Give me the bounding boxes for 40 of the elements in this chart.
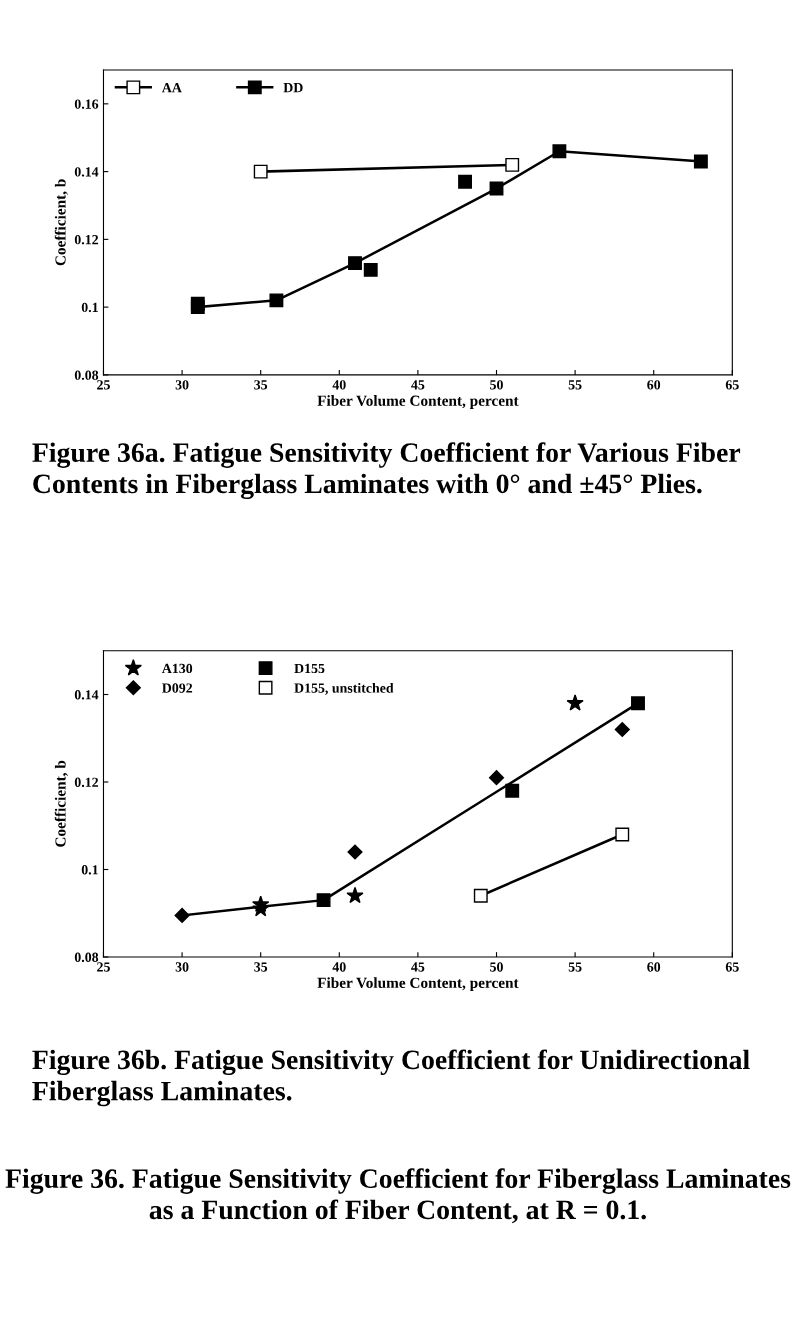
y-tick-label: 0.12 [74, 777, 99, 788]
y-tick-label: 0.08 [74, 370, 99, 380]
legend-label: D092 [162, 683, 193, 693]
y-tick-label: 0.16 [74, 99, 99, 109]
x-tick-label: 30 [175, 380, 189, 390]
legend-label: A130 [161, 663, 193, 674]
legend-label: AA [161, 83, 182, 93]
y-tick-label: 0.1 [81, 302, 98, 313]
x-tick-label: 45 [411, 962, 425, 972]
legend-label: D155, unstitched [294, 682, 394, 695]
x-tick-label: 60 [647, 962, 661, 972]
x-tick-label: 35 [254, 962, 268, 972]
caption: Figure 36. Fatigue Sensitivity Coefficient for Fiberglass Laminates as a Function of Fiber Content, at R = 0.1. [5, 1168, 791, 1224]
y-tick-label: 0.14 [74, 167, 99, 177]
x-tick-label: 25 [97, 380, 110, 390]
y-tick-label: 0.12 [74, 234, 99, 245]
x-tick-label: 40 [332, 962, 346, 972]
x-tick-label: 50 [490, 380, 503, 390]
caption: Figure 36b. Fatigue Sensitivity Coefficient for Unidirectional Fiberglass Laminates. [32, 1049, 750, 1107]
y-tick-label: 0.08 [74, 952, 99, 963]
legend-label: D155 [294, 663, 325, 674]
x-tick-label: 65 [725, 962, 739, 972]
y-tick-label: 0.1 [81, 865, 98, 875]
y-axis-title: Coefficient, b [54, 179, 68, 266]
x-tick-label: 25 [97, 962, 110, 972]
x-axis-title: Fiber Volume Content, percent [317, 395, 519, 409]
x-tick-label: 30 [175, 962, 189, 972]
caption: Figure 36a. Fatigue Sensitivity Coefficient for Various Fiber Contents in Fiberglass Laminates with 0° and ±45° Plies. [32, 442, 741, 500]
x-axis-title: Fiber Volume Content, percent [317, 977, 519, 992]
y-axis-title: Coefficient, b [54, 760, 68, 847]
x-tick-label: 50 [490, 962, 503, 972]
x-tick-label: 45 [411, 380, 425, 390]
x-tick-label: 55 [568, 962, 582, 972]
x-tick-label: 40 [332, 380, 346, 390]
x-tick-label: 60 [647, 380, 661, 390]
x-tick-label: 55 [568, 380, 582, 390]
legend-label: DD [283, 83, 303, 93]
y-tick-label: 0.14 [74, 690, 99, 700]
x-tick-label: 35 [254, 380, 268, 390]
x-tick-label: 65 [725, 380, 739, 390]
